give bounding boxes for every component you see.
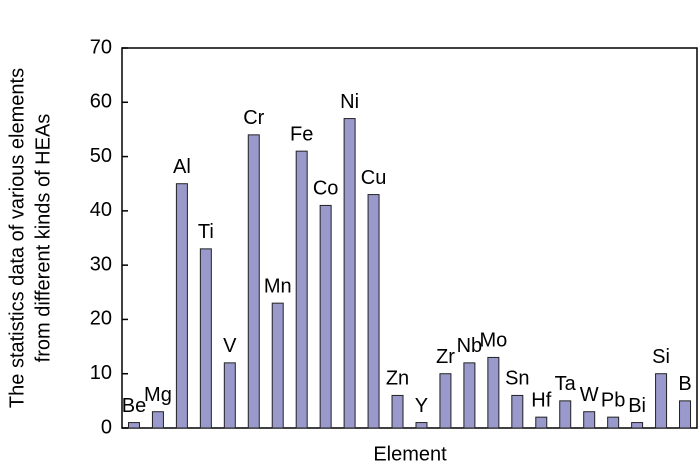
bar bbox=[247, 134, 260, 429]
category-label: Bi bbox=[628, 395, 646, 417]
plot-frame bbox=[121, 47, 698, 429]
bar bbox=[151, 411, 164, 429]
category-label: Mg bbox=[144, 384, 172, 406]
bar bbox=[175, 183, 188, 429]
category-label: Pb bbox=[601, 389, 625, 411]
bar bbox=[439, 373, 452, 429]
y-tick-label: 70 bbox=[90, 36, 112, 58]
category-label: Zn bbox=[386, 368, 409, 390]
category-label: Mn bbox=[264, 275, 292, 297]
bar bbox=[655, 373, 668, 429]
category-label: V bbox=[223, 335, 237, 357]
y-tick-label: 40 bbox=[90, 199, 112, 221]
category-label: Ta bbox=[555, 373, 577, 395]
category-label: Nb bbox=[457, 335, 483, 357]
bar bbox=[631, 422, 644, 429]
category-label: Hf bbox=[531, 389, 551, 411]
y-tick-label: 60 bbox=[90, 91, 112, 113]
y-tick-label: 20 bbox=[90, 308, 112, 330]
bar bbox=[583, 411, 596, 429]
category-label: Ti bbox=[198, 221, 214, 243]
category-label: Mo bbox=[479, 330, 507, 352]
bar bbox=[559, 400, 572, 429]
y-axis-label: from different kinds of HEAs bbox=[32, 114, 54, 363]
bar bbox=[679, 400, 692, 429]
bar bbox=[367, 194, 380, 429]
bar bbox=[223, 362, 236, 429]
bar bbox=[415, 422, 428, 429]
y-tick-label: 50 bbox=[90, 145, 112, 167]
bar bbox=[319, 204, 332, 429]
category-label: Si bbox=[652, 346, 670, 368]
bar bbox=[487, 356, 500, 429]
bar bbox=[295, 150, 308, 429]
x-axis-label: Element bbox=[373, 443, 447, 465]
y-axis-label: The statistics data of various elements bbox=[6, 68, 28, 408]
bar bbox=[271, 302, 284, 429]
bar bbox=[127, 422, 140, 429]
category-label: Co bbox=[313, 178, 339, 200]
y-tick-label: 0 bbox=[101, 416, 112, 438]
bar bbox=[607, 416, 620, 429]
category-label: Y bbox=[415, 395, 428, 417]
bar bbox=[535, 416, 548, 429]
category-label: Fe bbox=[290, 123, 313, 145]
category-label: Be bbox=[122, 395, 146, 417]
category-label: Ni bbox=[340, 91, 359, 113]
category-label: Zr bbox=[436, 346, 455, 368]
bar bbox=[199, 248, 212, 429]
y-tick-label: 30 bbox=[90, 253, 112, 275]
category-label: Cr bbox=[243, 107, 264, 129]
category-label: Sn bbox=[505, 368, 529, 390]
bar bbox=[463, 362, 476, 429]
category-label: Al bbox=[173, 156, 191, 178]
category-label: Cu bbox=[361, 167, 387, 189]
bar bbox=[343, 118, 356, 429]
y-tick-label: 10 bbox=[90, 362, 112, 384]
category-label: W bbox=[580, 384, 599, 406]
bar bbox=[391, 394, 404, 429]
category-label: B bbox=[678, 373, 691, 395]
bar bbox=[511, 394, 524, 429]
